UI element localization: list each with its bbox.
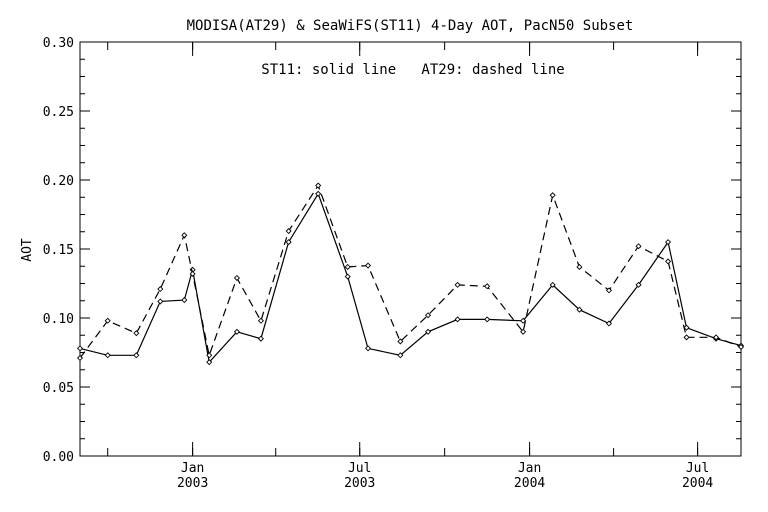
x-tick-year: 2004	[514, 476, 545, 491]
data-point	[206, 352, 213, 359]
data-point	[315, 182, 322, 189]
y-tick-label: 0.15	[43, 243, 74, 258]
data-point	[233, 328, 240, 335]
x-tick-month: Jan	[181, 461, 204, 476]
data-point	[104, 352, 111, 359]
x-tick-month: Jan	[518, 461, 541, 476]
data-point	[233, 274, 240, 282]
data-point	[181, 232, 188, 239]
data-point	[364, 262, 372, 269]
data-point	[133, 352, 140, 359]
data-point	[549, 192, 556, 199]
x-tick-year: 2003	[344, 476, 375, 491]
y-axis: 0.00 0.05 0.10 0.15 0.20 0.25 0.30	[43, 36, 741, 465]
data-point	[605, 320, 613, 327]
data-point	[397, 352, 404, 359]
data-point	[425, 328, 432, 335]
plot-frame	[79, 41, 742, 457]
data-point	[344, 263, 351, 270]
data-point	[315, 190, 322, 197]
series-solid	[76, 190, 745, 366]
data-point	[520, 328, 527, 335]
data-point	[285, 228, 292, 235]
y-tick-label: 0.25	[43, 105, 74, 120]
data-point	[549, 281, 556, 288]
y-tick-label: 0.30	[43, 36, 74, 51]
data-point	[104, 317, 111, 324]
data-point	[683, 324, 690, 331]
data-point	[257, 317, 264, 324]
data-point	[454, 281, 461, 288]
data-point	[520, 317, 527, 324]
data-point	[713, 334, 720, 341]
data-point	[665, 239, 672, 246]
legend-annotation: ST11: solid line AT29: dashed line	[261, 62, 564, 78]
data-point	[737, 343, 745, 351]
data-point	[344, 273, 351, 280]
data-point	[484, 316, 491, 323]
data-point	[181, 297, 188, 304]
data-point	[257, 335, 264, 342]
data-point	[576, 306, 583, 313]
chart-title: MODISA(AT29) & SeaWiFS(ST11) 4-Day AOT, …	[187, 18, 634, 34]
data-point	[635, 243, 642, 250]
data-point	[76, 354, 84, 362]
x-tick-month: Jul	[348, 461, 371, 476]
data-point	[189, 270, 196, 277]
data-point	[605, 287, 613, 294]
data-point	[397, 338, 404, 345]
y-tick-label: 0.20	[43, 174, 74, 189]
data-point	[364, 345, 372, 352]
data-point	[576, 263, 583, 270]
data-point	[454, 316, 461, 323]
y-axis-label: AOT	[20, 238, 35, 262]
series-line-dashed	[79, 184, 742, 359]
data-point	[285, 239, 292, 246]
data-point	[665, 258, 672, 265]
y-tick-label: 0.05	[43, 381, 74, 396]
x-tick-month: Jul	[686, 461, 709, 476]
data-point	[157, 298, 164, 305]
x-tick-year: 2004	[682, 476, 713, 491]
y-tick-label: 0.00	[43, 450, 74, 465]
data-point	[206, 359, 213, 366]
x-tick-year: 2003	[177, 476, 208, 491]
data-point	[133, 330, 140, 337]
data-point	[425, 312, 432, 319]
y-tick-label: 0.10	[43, 312, 74, 327]
data-point	[76, 345, 84, 352]
data-point	[683, 334, 690, 341]
series-line-solid	[79, 192, 742, 364]
series-dashed	[76, 182, 745, 362]
data-point	[157, 285, 164, 293]
data-point	[635, 281, 642, 288]
series-layer	[76, 182, 745, 366]
data-point	[484, 283, 491, 290]
